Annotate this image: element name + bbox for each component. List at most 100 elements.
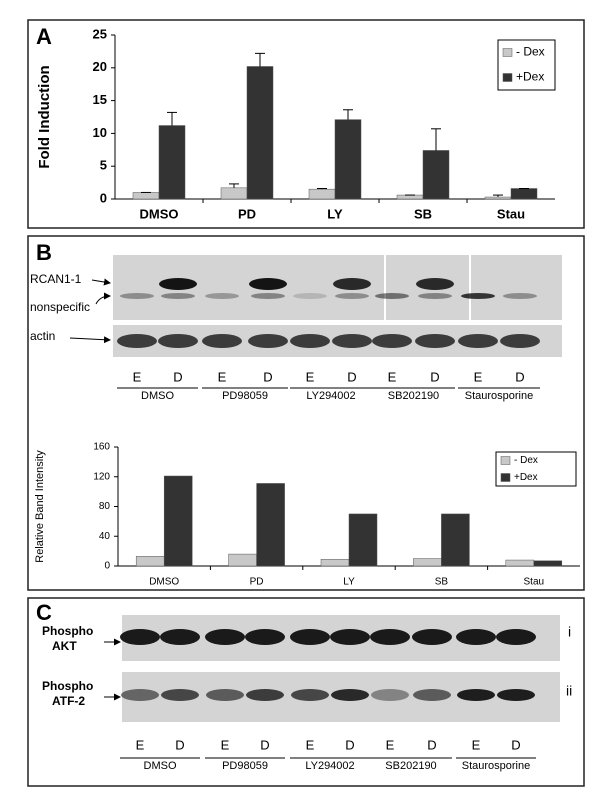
- bar: [441, 513, 470, 567]
- legend-swatch: [502, 48, 513, 57]
- blot-band: [117, 334, 157, 348]
- group-label: Staurosporine: [462, 760, 531, 772]
- blot-band: [375, 293, 409, 299]
- group-label: PD98059: [222, 760, 268, 772]
- blot-band: [418, 293, 452, 299]
- y-tick-label: 0: [104, 561, 110, 572]
- lane-label: E: [306, 369, 315, 384]
- y-tick-label: 160: [93, 442, 110, 453]
- lane-label: D: [430, 369, 439, 384]
- bar: [132, 192, 160, 200]
- y-tick-label: 15: [93, 92, 107, 107]
- band-label: actin: [30, 329, 55, 343]
- blot-band: [333, 278, 371, 290]
- y-tick-label: 120: [93, 471, 110, 482]
- group-label: DMSO: [144, 760, 177, 772]
- blot-band: [290, 334, 330, 348]
- y-axis-label: Fold Induction: [36, 65, 53, 168]
- blot-band: [293, 293, 327, 299]
- bar: [320, 559, 350, 567]
- blot-band: [332, 334, 372, 348]
- blot-band: [290, 629, 330, 645]
- lane-label: D: [511, 737, 520, 752]
- x-tick-label: PD: [250, 577, 264, 588]
- y-tick-label: 20: [93, 59, 107, 74]
- blot-band: [249, 278, 287, 290]
- blot-band: [496, 629, 536, 645]
- legend-label: - Dex: [516, 45, 545, 59]
- bar: [158, 125, 186, 200]
- blot-band: [456, 629, 496, 645]
- blot-band: [497, 689, 535, 701]
- group-label: DMSO: [141, 390, 174, 402]
- bar: [505, 559, 535, 567]
- blot-band: [161, 293, 195, 299]
- panel-a-frame: [27, 19, 585, 229]
- x-tick-label: SB: [435, 577, 449, 588]
- bar: [228, 553, 257, 567]
- blot-band: [205, 629, 245, 645]
- blot-band: [121, 689, 159, 701]
- bar: [533, 560, 563, 567]
- group-label: SB202190: [385, 760, 436, 772]
- lane-label: E: [388, 369, 397, 384]
- group-label: LY294002: [306, 390, 355, 402]
- legend-swatch: [500, 473, 511, 482]
- bar: [163, 475, 193, 567]
- blot-band: [416, 278, 454, 290]
- blot-band: [291, 689, 329, 701]
- blot-band: [415, 334, 455, 348]
- blot-band: [372, 334, 412, 348]
- blot-band: [202, 334, 242, 348]
- lane-label: D: [427, 737, 436, 752]
- bar: [396, 194, 424, 200]
- lane-label: E: [386, 737, 395, 752]
- arrow: [95, 292, 111, 305]
- bar: [422, 150, 450, 200]
- legend-swatch: [502, 73, 513, 82]
- group-label: SB202190: [388, 390, 439, 402]
- bar: [334, 119, 362, 200]
- bar: [220, 187, 248, 200]
- lane-label: E: [133, 369, 142, 384]
- x-tick-label: PD: [238, 206, 256, 221]
- x-tick-label: Stau: [497, 206, 525, 221]
- lane-label: D: [515, 369, 524, 384]
- lane-label: E: [472, 737, 481, 752]
- blot-band: [248, 334, 288, 348]
- blot-band: [206, 689, 244, 701]
- x-tick-label: Stau: [524, 577, 545, 588]
- arrow: [91, 278, 111, 286]
- band-label: nonspecific: [30, 300, 90, 314]
- blot-band: [335, 293, 369, 299]
- blot-band: [500, 334, 540, 348]
- lane-label: E: [218, 369, 227, 384]
- lane-label: D: [173, 369, 182, 384]
- blot-band: [120, 293, 154, 299]
- row-label: AKT: [52, 639, 77, 653]
- x-tick-label: LY: [327, 206, 343, 221]
- bar: [413, 558, 442, 567]
- y-tick-label: 25: [93, 26, 107, 41]
- arrow: [69, 336, 111, 344]
- lane-label: E: [306, 737, 315, 752]
- blot-band: [330, 629, 370, 645]
- group-label: LY294002: [305, 760, 354, 772]
- lane-label: D: [263, 369, 272, 384]
- blot-band: [251, 293, 285, 299]
- blot-band: [158, 334, 198, 348]
- blot-band: [160, 629, 200, 645]
- x-tick-label: DMSO: [140, 206, 179, 221]
- bar: [308, 188, 336, 200]
- bar: [484, 196, 512, 200]
- blot-band: [412, 629, 452, 645]
- legend-label: +Dex: [516, 70, 544, 84]
- blot-band: [413, 689, 451, 701]
- blot-band: [161, 689, 199, 701]
- blot-band: [503, 293, 537, 299]
- lane-label: D: [347, 369, 356, 384]
- band-label: RCAN1-1: [30, 272, 82, 286]
- lane-label: E: [221, 737, 230, 752]
- bar: [135, 556, 165, 567]
